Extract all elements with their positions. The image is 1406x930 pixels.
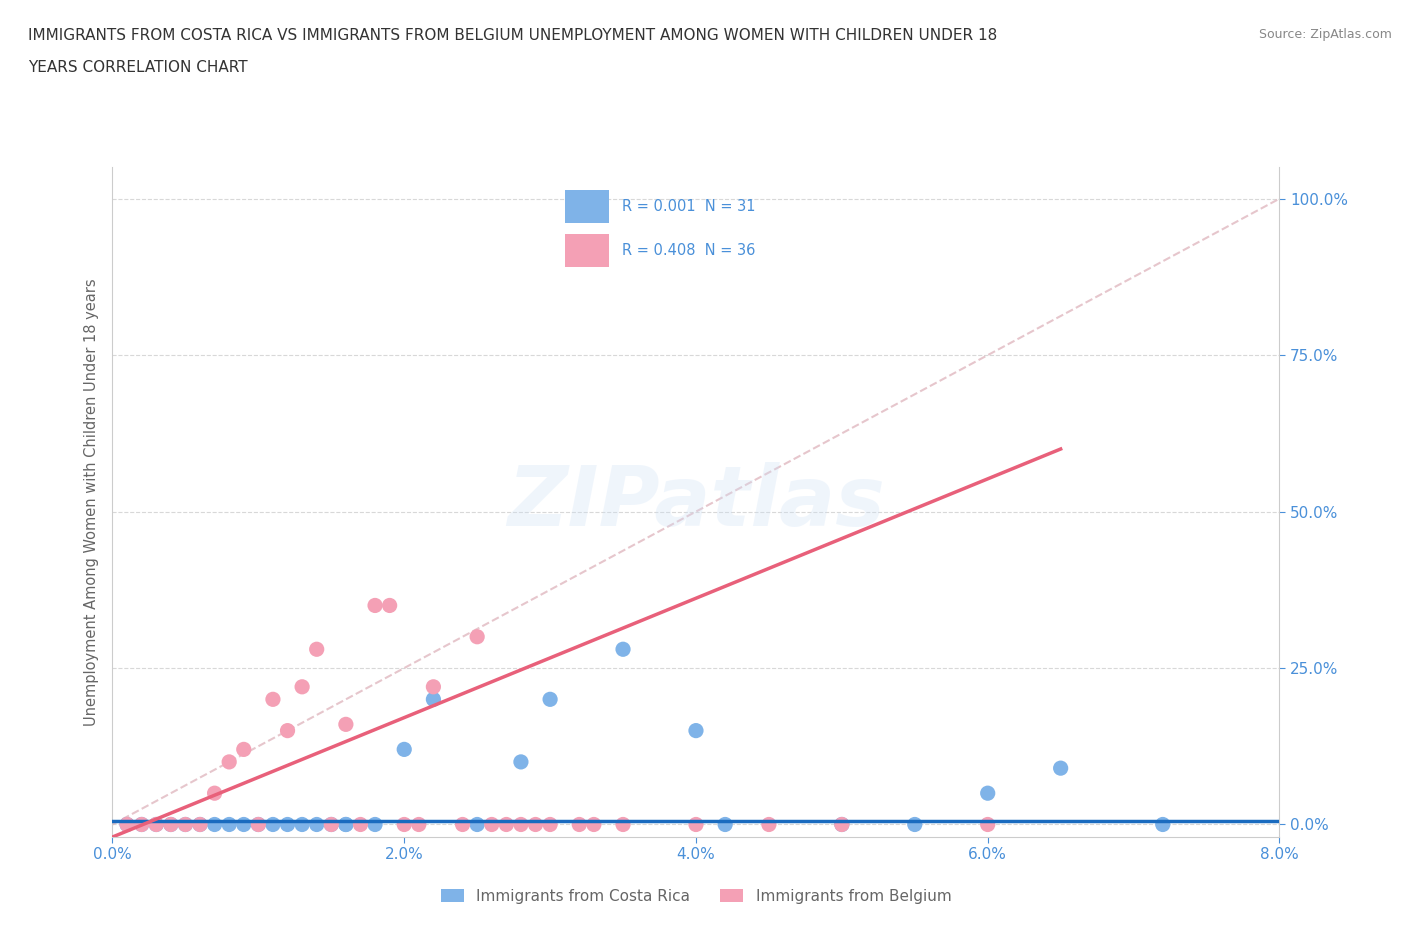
Point [188,817,211,832]
Point [392,817,416,832]
Text: YEARS CORRELATION CHART: YEARS CORRELATION CHART [28,60,247,75]
Point [335,817,357,832]
Point [685,817,707,832]
Text: ZIPatlas: ZIPatlas [508,461,884,543]
Legend: Immigrants from Costa Rica, Immigrants from Belgium: Immigrants from Costa Rica, Immigrants f… [434,883,957,910]
Point [321,817,343,832]
Point [524,817,547,832]
Point [247,817,270,832]
Point [131,817,153,832]
Point [204,817,226,832]
Point [538,692,561,707]
Point [364,817,387,832]
Point [538,817,561,832]
Point [831,817,853,832]
Point [378,598,401,613]
Point [232,817,254,832]
Point [451,817,474,832]
Point [145,817,167,832]
Point [115,817,138,832]
Point [408,817,430,832]
Point [174,817,197,832]
Point [758,817,780,832]
Point [568,817,591,832]
Point [1152,817,1174,832]
Point [495,817,517,832]
Point [364,598,387,613]
Point [188,817,211,832]
Y-axis label: Unemployment Among Women with Children Under 18 years: Unemployment Among Women with Children U… [83,278,98,726]
Point [481,817,503,832]
Point [335,817,357,832]
Point [509,754,531,769]
Point [262,817,284,832]
Point [305,642,328,657]
Point [349,817,371,832]
Point [204,786,226,801]
Point [714,817,737,832]
Point [160,817,183,832]
Point [115,817,138,832]
Point [145,817,167,832]
Point [1049,761,1071,776]
Point [392,742,416,757]
Point [276,724,298,738]
Text: IMMIGRANTS FROM COSTA RICA VS IMMIGRANTS FROM BELGIUM UNEMPLOYMENT AMONG WOMEN W: IMMIGRANTS FROM COSTA RICA VS IMMIGRANTS… [28,28,997,43]
Point [160,817,183,832]
Point [612,817,634,832]
Point [465,817,488,832]
Text: Source: ZipAtlas.com: Source: ZipAtlas.com [1258,28,1392,41]
Point [509,817,531,832]
Point [685,724,707,738]
Point [291,680,314,695]
Point [582,817,605,832]
Point [262,692,284,707]
Point [291,817,314,832]
Point [218,754,240,769]
Point [422,680,444,695]
Point [465,630,488,644]
Point [321,817,343,832]
Point [831,817,853,832]
Point [305,817,328,832]
Point [976,786,998,801]
Point [218,817,240,832]
Point [276,817,298,832]
Point [335,717,357,732]
Point [232,742,254,757]
Point [422,692,444,707]
Point [131,817,153,832]
Point [247,817,270,832]
Point [976,817,998,832]
Point [904,817,927,832]
Point [174,817,197,832]
Point [612,642,634,657]
